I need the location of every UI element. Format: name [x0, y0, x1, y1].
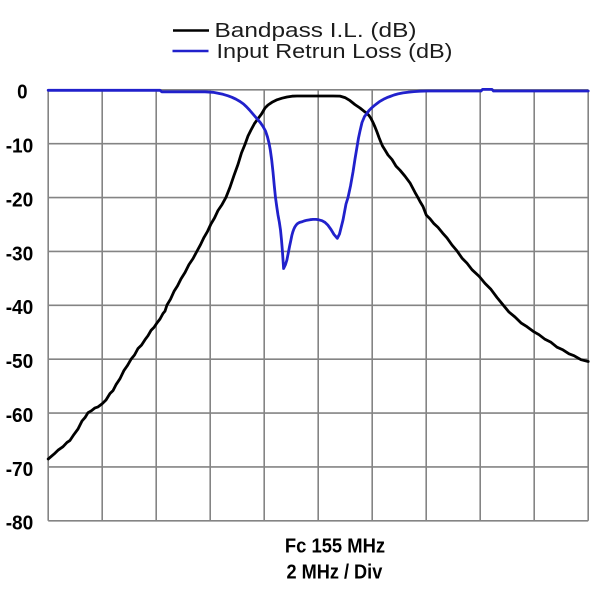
svg-text:0: 0 [17, 82, 27, 104]
svg-text:-40: -40 [6, 297, 34, 319]
svg-text:-60: -60 [6, 405, 34, 427]
svg-text:-80: -80 [6, 513, 34, 535]
svg-text:Fc 155 MHz: Fc 155 MHz [285, 536, 385, 558]
svg-text:-70: -70 [6, 459, 34, 481]
svg-text:-30: -30 [6, 243, 34, 265]
svg-text:-20: -20 [6, 189, 34, 211]
svg-text:Input Retrun Loss (dB): Input Retrun Loss (dB) [217, 41, 453, 63]
svg-text:-50: -50 [6, 351, 34, 373]
svg-text:Bandpass I.L. (dB): Bandpass I.L. (dB) [215, 20, 417, 42]
svg-text:2 MHz / Div: 2 MHz / Div [287, 562, 384, 584]
svg-text:-10: -10 [6, 136, 34, 158]
